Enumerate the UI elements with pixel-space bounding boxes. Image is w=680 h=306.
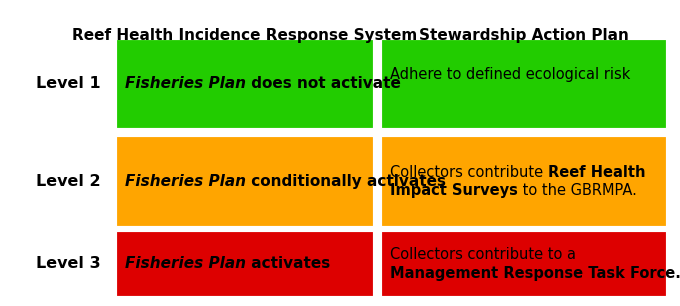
Text: Fisheries Plan: Fisheries Plan bbox=[125, 174, 246, 189]
Text: Fisheries Plan: Fisheries Plan bbox=[125, 76, 246, 91]
Text: Level 3: Level 3 bbox=[35, 256, 101, 271]
Text: Reef Health Incidence Response System: Reef Health Incidence Response System bbox=[72, 28, 418, 43]
Bar bbox=[115, 135, 375, 228]
Text: Adhere to defined ecological risk: Adhere to defined ecological risk bbox=[390, 67, 630, 82]
Text: Level 2: Level 2 bbox=[35, 174, 101, 189]
Text: Management Response Task Force.: Management Response Task Force. bbox=[390, 266, 680, 281]
Text: conditionally activates: conditionally activates bbox=[246, 174, 446, 189]
Text: Collectors contribute to a: Collectors contribute to a bbox=[390, 247, 576, 262]
Text: Reef Health: Reef Health bbox=[548, 165, 645, 180]
Text: Impact Surveys: Impact Surveys bbox=[390, 183, 518, 198]
Bar bbox=[380, 230, 668, 298]
Bar bbox=[380, 38, 668, 130]
Bar bbox=[115, 38, 375, 130]
Text: does not activate: does not activate bbox=[246, 76, 401, 91]
Text: Stewardship Action Plan: Stewardship Action Plan bbox=[419, 28, 629, 43]
Bar bbox=[380, 135, 668, 228]
Text: Fisheries Plan: Fisheries Plan bbox=[125, 256, 246, 271]
Text: activates: activates bbox=[246, 256, 330, 271]
Text: to the GBRMPA.: to the GBRMPA. bbox=[518, 183, 636, 198]
Text: Collectors contribute: Collectors contribute bbox=[390, 165, 548, 180]
Bar bbox=[115, 230, 375, 298]
Text: Level 1: Level 1 bbox=[35, 76, 101, 91]
